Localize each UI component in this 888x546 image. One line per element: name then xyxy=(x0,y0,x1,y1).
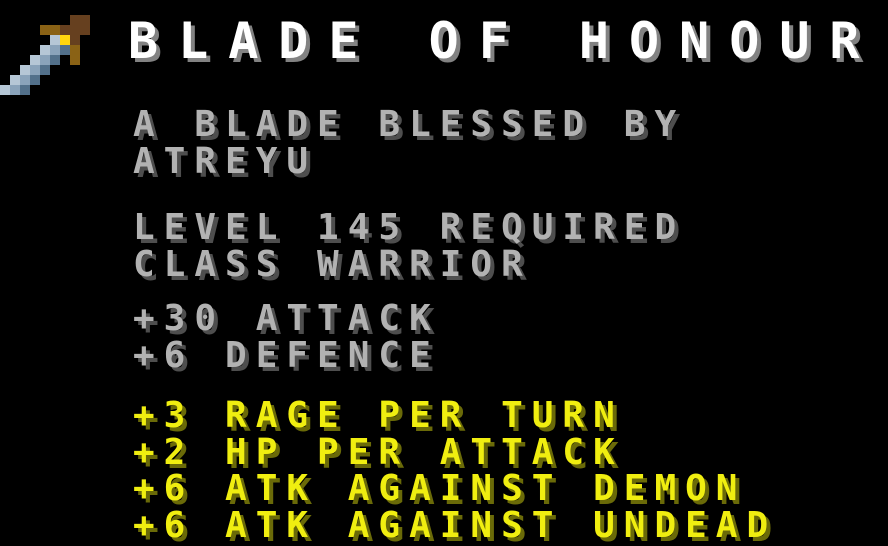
item-bonus-stats: +3 RAGE PER TURN +2 HP PER ATTACK +6 ATK A… xyxy=(133,395,778,546)
text-line: +6 ATK AGAINST DEMON xyxy=(133,468,747,509)
text-line: +6 ATK AGAINST UNDEAD xyxy=(133,504,778,546)
item-description: A BLADE BLESSED BY ATREYU xyxy=(133,104,686,182)
text-line: ATREYU xyxy=(133,140,318,182)
item-base-stats: +30 ATTACK +6 DEFENCE xyxy=(133,298,440,376)
text-line: CLASS WARRIOR xyxy=(133,243,532,285)
text-line: +2 HP PER ATTACK xyxy=(133,431,624,473)
item-title: BLADE OF HONOUR xyxy=(128,12,880,70)
text-line: LEVEL 145 REQUIRED xyxy=(133,207,686,248)
text-line: A BLADE BLESSED BY xyxy=(133,104,686,145)
sword-icon xyxy=(0,5,96,101)
text-line: +30 ATTACK xyxy=(133,298,440,339)
text-line: +6 DEFENCE xyxy=(133,334,440,376)
item-requirements: LEVEL 145 REQUIRED CLASS WARRIOR xyxy=(133,207,686,285)
text-line: +3 RAGE PER TURN xyxy=(133,395,624,436)
